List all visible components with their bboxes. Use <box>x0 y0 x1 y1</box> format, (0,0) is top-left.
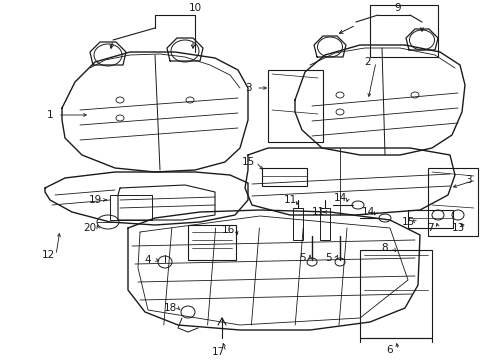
Bar <box>369 5 437 57</box>
Text: 15: 15 <box>241 157 254 167</box>
Text: 9: 9 <box>394 3 401 13</box>
Text: 7: 7 <box>426 223 432 233</box>
Text: 12: 12 <box>41 250 55 260</box>
Text: 19: 19 <box>88 195 102 205</box>
Text: 3: 3 <box>464 175 470 185</box>
Text: 15: 15 <box>401 217 414 227</box>
Text: 5: 5 <box>298 253 305 263</box>
Bar <box>407 210 452 228</box>
Text: 20: 20 <box>83 223 96 233</box>
Bar <box>292 208 303 240</box>
Text: 13: 13 <box>450 223 464 233</box>
Text: 11: 11 <box>283 195 296 205</box>
Bar <box>427 168 477 236</box>
Bar <box>262 168 306 186</box>
Text: 11: 11 <box>311 207 324 217</box>
Text: 4: 4 <box>144 255 151 265</box>
Text: 6: 6 <box>386 345 392 355</box>
Text: 10: 10 <box>188 3 201 13</box>
Text: 3: 3 <box>244 83 251 93</box>
Text: 1: 1 <box>46 110 53 120</box>
Text: 14: 14 <box>361 207 374 217</box>
Text: 2: 2 <box>364 57 370 67</box>
Bar <box>267 70 323 142</box>
Text: 5: 5 <box>324 253 331 263</box>
Text: 8: 8 <box>381 243 387 253</box>
Text: 16: 16 <box>221 225 234 235</box>
Text: 14: 14 <box>333 193 346 203</box>
Bar <box>110 195 152 220</box>
Bar <box>319 208 329 240</box>
Bar <box>187 225 236 260</box>
Bar <box>359 250 431 338</box>
Text: 18: 18 <box>163 303 176 313</box>
Text: 17: 17 <box>211 347 224 357</box>
